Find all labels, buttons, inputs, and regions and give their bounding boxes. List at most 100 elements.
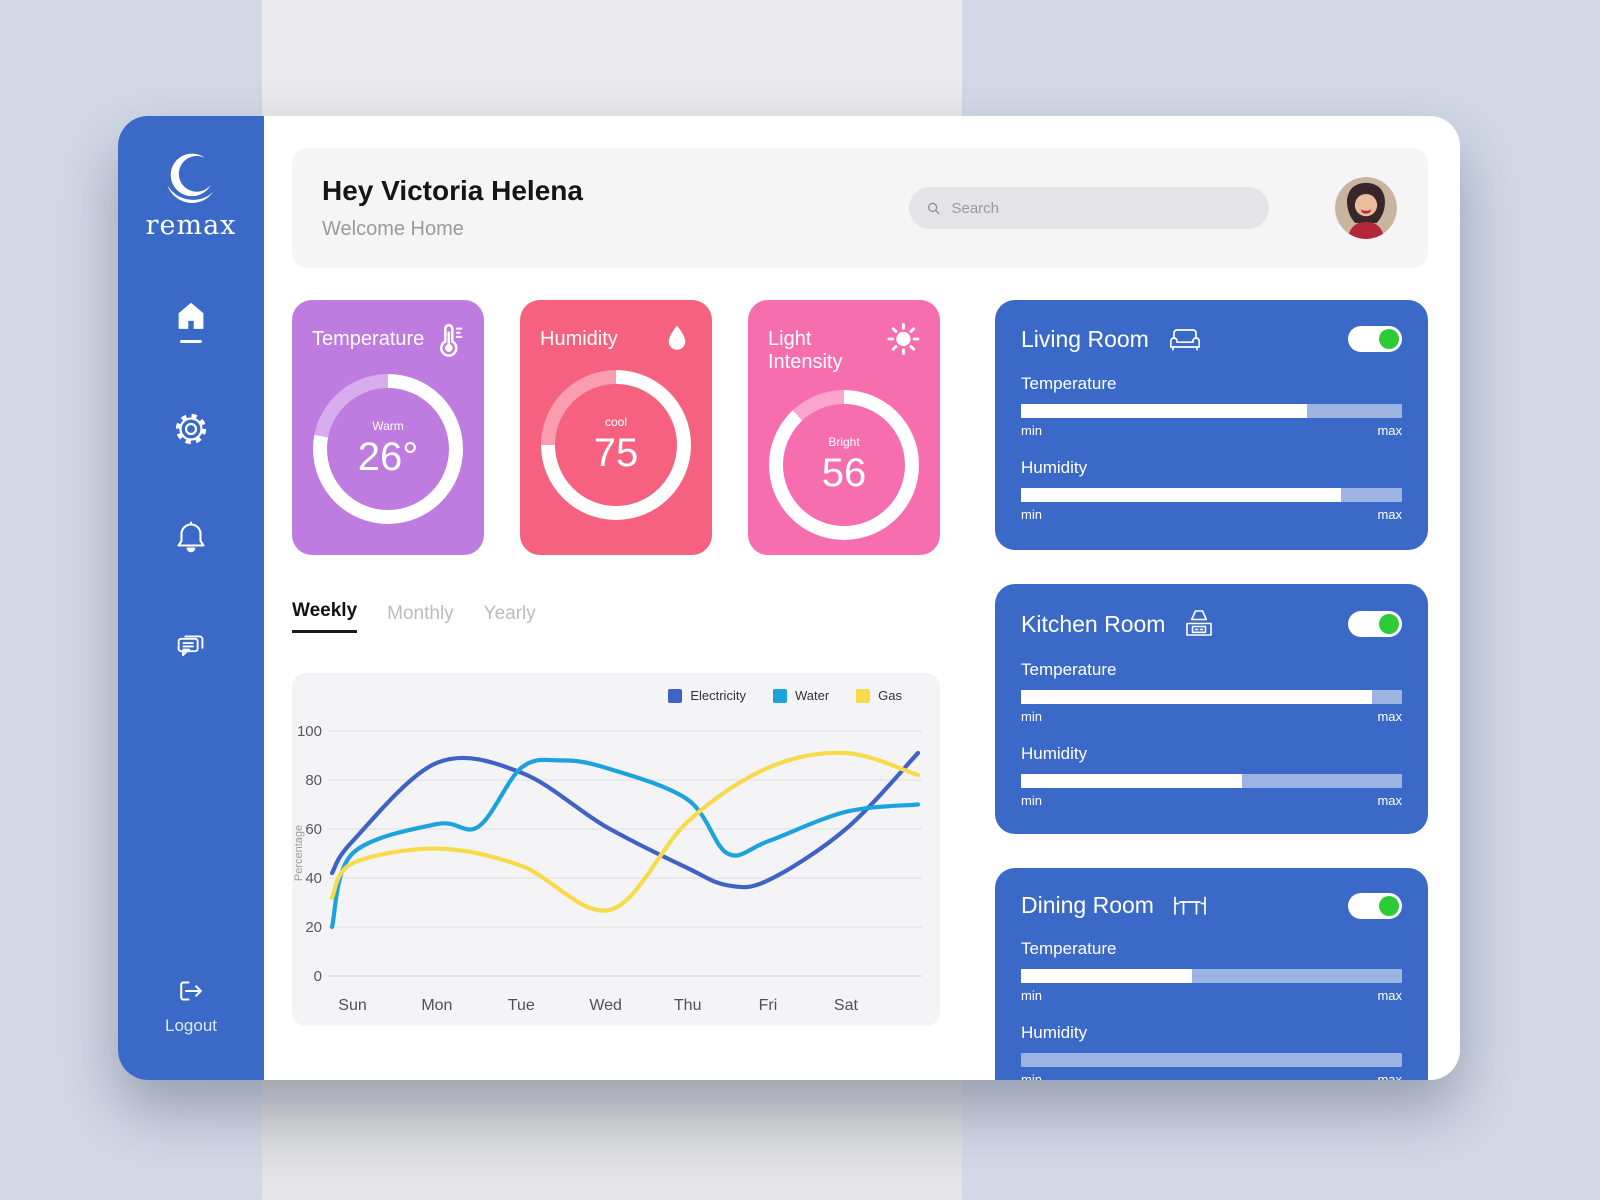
content: Temperature Warm 26° Humidity cool 75 bbox=[292, 300, 1428, 1080]
sun-icon bbox=[887, 323, 920, 355]
gauge-status-label: Warm bbox=[372, 418, 404, 433]
gauge-status-label: cool bbox=[604, 414, 627, 429]
metric-label: Temperature bbox=[1021, 939, 1117, 958]
y-tick-label: 60 bbox=[305, 821, 322, 838]
avatar[interactable] bbox=[1335, 177, 1397, 239]
legend-item-water: Water bbox=[772, 688, 829, 703]
gauge-cards: Temperature Warm 26° Humidity cool 75 bbox=[292, 300, 940, 555]
logout-icon bbox=[180, 981, 202, 1001]
humidity-bar[interactable] bbox=[1021, 1053, 1402, 1067]
usage-line-chart: 0 20 40 60 80 100 Sun Mon Tue Wed Thu Fri Sat Percent… bbox=[293, 723, 922, 1014]
chat-icon bbox=[177, 635, 204, 657]
active-indicator bbox=[180, 340, 202, 343]
sofa-icon bbox=[1169, 329, 1200, 351]
droplet-icon bbox=[668, 325, 686, 350]
metric-label: Humidity bbox=[1021, 1023, 1088, 1042]
y-tick-label: 0 bbox=[314, 968, 322, 985]
sidebar-item-home[interactable] bbox=[167, 299, 215, 343]
metric-label: Humidity bbox=[1021, 744, 1088, 763]
x-tick-label: Fri bbox=[759, 997, 778, 1014]
left-column: Temperature Warm 26° Humidity cool 75 bbox=[292, 300, 940, 1080]
logout-label: Logout bbox=[165, 1016, 217, 1035]
room-card-living-room: Living Room Temperature min max Humidity… bbox=[995, 300, 1428, 550]
room-cards-column: Living Room Temperature min max Humidity… bbox=[995, 300, 1428, 1080]
greeting-block: Hey Victoria Helena Welcome Home bbox=[322, 175, 583, 241]
gauge-card-temperature: Temperature Warm 26° bbox=[292, 300, 484, 555]
tab-weekly[interactable]: Weekly bbox=[292, 600, 358, 633]
chart-legend: Electricity Water Gas bbox=[668, 688, 902, 703]
room-toggle[interactable] bbox=[1348, 892, 1402, 919]
min-label: min bbox=[1021, 1072, 1042, 1080]
avatar-image bbox=[1335, 177, 1397, 239]
y-tick-label: 40 bbox=[305, 870, 322, 887]
line-gas bbox=[329, 750, 921, 913]
logout-button[interactable]: Logout bbox=[165, 974, 217, 1036]
temperature-bar[interactable] bbox=[1021, 969, 1402, 983]
x-tick-label: Tue bbox=[508, 997, 535, 1014]
tab-monthly[interactable]: Monthly bbox=[387, 603, 454, 624]
logo-text: remax bbox=[145, 210, 237, 241]
search-bar[interactable] bbox=[909, 187, 1269, 229]
humidity-bar[interactable] bbox=[1021, 488, 1402, 502]
sidebar-item-notifications[interactable] bbox=[167, 515, 215, 559]
search-input[interactable] bbox=[951, 199, 1253, 217]
toggle-knob bbox=[1379, 895, 1399, 916]
room-card-dining-room: Dining Room Temperature min max Humidity… bbox=[995, 868, 1428, 1080]
sidebar-item-settings[interactable] bbox=[167, 407, 215, 451]
page-subtitle: Welcome Home bbox=[322, 218, 464, 240]
y-tick-label: 20 bbox=[305, 919, 322, 936]
legend-swatch bbox=[668, 688, 683, 703]
gauge-card-humidity: Humidity cool 75 bbox=[520, 300, 712, 555]
x-tick-label: Mon bbox=[421, 997, 452, 1014]
humidity-bar[interactable] bbox=[1021, 774, 1402, 788]
gauge-title: Humidity bbox=[540, 328, 618, 350]
app-window: remax Logout Hey Victoria Helena Welcome… bbox=[118, 116, 1460, 1080]
y-axis-label: Percentage bbox=[293, 825, 305, 881]
max-label: max bbox=[1377, 507, 1402, 522]
line-electricity bbox=[329, 750, 921, 890]
gauge-title: Temperature bbox=[312, 328, 425, 350]
tab-yearly[interactable]: Yearly bbox=[483, 603, 536, 624]
min-label: min bbox=[1021, 793, 1042, 808]
x-tick-label: Wed bbox=[589, 997, 622, 1014]
metric-label: Temperature bbox=[1021, 660, 1117, 679]
gauge-ring: Bright 56 bbox=[769, 390, 919, 540]
line-water bbox=[329, 757, 921, 930]
page-title: Hey Victoria Helena bbox=[322, 175, 583, 206]
gauge-value: 26° bbox=[357, 434, 419, 479]
min-label: min bbox=[1021, 507, 1042, 522]
room-toggle[interactable] bbox=[1348, 326, 1402, 352]
gauge-value: 75 bbox=[593, 430, 639, 475]
home-icon bbox=[178, 302, 204, 329]
gauge-value: 56 bbox=[821, 450, 867, 495]
toggle-knob bbox=[1379, 329, 1399, 349]
temperature-bar[interactable] bbox=[1021, 690, 1402, 704]
dining-icon bbox=[1174, 896, 1206, 915]
room-name: Dining Room bbox=[1021, 892, 1154, 918]
search-icon bbox=[928, 202, 940, 214]
legend-swatch bbox=[856, 688, 871, 703]
max-label: max bbox=[1377, 423, 1402, 438]
min-label: min bbox=[1021, 423, 1042, 438]
hood-icon bbox=[1186, 610, 1213, 636]
legend-label: Electricity bbox=[690, 688, 746, 703]
thermometer-icon bbox=[440, 323, 463, 357]
sidebar-item-messages[interactable] bbox=[167, 623, 215, 667]
x-tick-label: Sat bbox=[834, 997, 859, 1014]
max-label: max bbox=[1377, 988, 1402, 1003]
crescent-logo-icon bbox=[167, 153, 214, 203]
gauge-card-light-intensity: Light Intensity Bright 56 bbox=[748, 300, 940, 555]
remax-logo: remax bbox=[146, 150, 237, 241]
header: Hey Victoria Helena Welcome Home bbox=[292, 148, 1428, 268]
temperature-bar[interactable] bbox=[1021, 404, 1402, 418]
gauge-title: Light Intensity bbox=[768, 328, 843, 373]
min-label: min bbox=[1021, 709, 1042, 724]
room-name: Living Room bbox=[1021, 325, 1149, 352]
room-name: Kitchen Room bbox=[1021, 610, 1166, 637]
room-card-kitchen-room: Kitchen Room Temperature min max Humidit… bbox=[995, 584, 1428, 834]
legend-swatch bbox=[772, 688, 787, 703]
room-toggle[interactable] bbox=[1348, 611, 1402, 637]
period-tabs: Weekly Monthly Yearly bbox=[292, 600, 940, 633]
metric-label: Humidity bbox=[1021, 458, 1088, 477]
sidebar-nav bbox=[167, 299, 215, 731]
